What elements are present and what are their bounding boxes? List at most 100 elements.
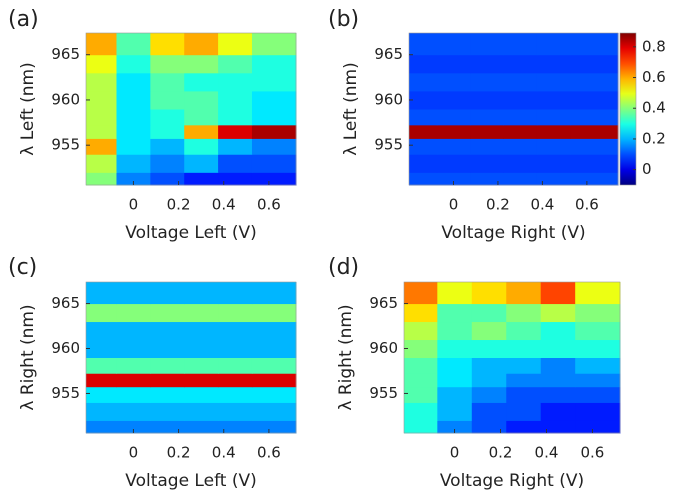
heatmap-cell [218,124,253,139]
heatmap-cell [150,339,185,358]
heatmap-cell [86,282,117,305]
heatmap-cell [536,109,571,126]
x-tick-label: 0.6 [257,196,281,214]
heatmap-cell [540,420,576,434]
heatmap-cell [150,124,185,139]
y-axis-label: λ Right (nm) [336,304,356,410]
heatmap-cell [251,90,297,110]
heatmap-cell [251,321,297,341]
heatmap-cell [184,54,219,74]
heatmap-cell [404,420,438,434]
heatmap-cell [470,109,504,126]
heatmap-cell [86,172,117,186]
y-tick-label: 965 [51,294,80,312]
heatmap-cell [575,357,621,374]
heatmap-cell [570,33,619,56]
heatmap-cell [116,138,151,155]
heatmap-cell [150,154,185,173]
heatmap-cell [251,172,297,186]
heatmap-cell [575,373,621,388]
heatmap-cell [503,138,538,155]
x-axis-label: Voltage Left (V) [125,471,256,491]
heatmap-cell [470,90,504,110]
heatmap-cell [251,282,297,305]
heatmap-cell [150,420,185,434]
heatmap-cell [503,33,538,56]
heatmap-cell [150,109,185,126]
heatmap-cell [506,303,542,323]
x-tick-label: 0 [449,196,459,214]
heatmap-cell [150,72,185,92]
heatmap-cell [540,303,576,323]
heatmap-cell [540,386,576,403]
heatmap-cell [506,386,542,403]
heatmap-cell [437,357,473,374]
heatmap-cell [436,172,471,186]
y-axis-label: λ Left (nm) [341,62,361,155]
colorbar [619,32,637,186]
heatmap-cell [184,72,219,92]
x-axis-label: Voltage Right (V) [441,223,585,243]
heatmap-cell [506,339,542,358]
heatmap-cell [437,386,473,403]
heatmap-cell [409,172,438,186]
heatmap-cell [471,321,507,341]
heatmap-cell [184,357,219,374]
heatmap-cell [184,402,219,421]
heatmap-cell [116,282,151,305]
heatmap-cell [86,138,117,155]
heatmap-cell [86,72,117,92]
x-tick-label: 0 [129,196,139,214]
heatmap-cell [570,109,619,126]
heatmap-cell [150,33,185,56]
heatmap-cell [184,154,219,173]
heatmap-cell [506,357,542,374]
heatmap-cell [506,373,542,388]
heatmap-cell [471,303,507,323]
heatmap-cell [503,72,538,92]
x-tick-label: 0.4 [530,196,554,214]
heatmap-cell [436,54,471,74]
heatmap-cell [116,321,151,341]
heatmap-cell [570,124,619,139]
heatmap-cell [251,109,297,126]
x-tick-label: 0.6 [580,444,604,462]
heatmap-cell [86,54,117,74]
heatmap-cell [575,420,621,434]
heatmap-cell [251,373,297,388]
heatmap-cell [251,138,297,155]
heatmap-cell [218,138,253,155]
heatmap-cell [437,339,473,358]
heatmap-cell [575,339,621,358]
y-axis-label: λ Right (nm) [18,304,38,410]
heatmap-cell [184,109,219,126]
heatmap-cell [470,138,504,155]
heatmap-cell [470,124,504,139]
heatmap-cell [437,282,473,305]
colorbar-tick-label: 0.6 [642,68,666,86]
heatmap-cell [218,33,253,56]
heatmap-cell [536,33,571,56]
heatmap-cell [251,303,297,323]
heatmap-cell [218,282,253,305]
heatmap-cell [116,109,151,126]
heatmap-cell [116,72,151,92]
heatmap-cell [404,303,438,323]
heatmap-cell [536,54,571,74]
heatmap-cell [436,33,471,56]
heatmap-cell [570,90,619,110]
heatmap-cell [503,124,538,139]
heatmap-cell [409,109,438,126]
heatmap-cell [218,54,253,74]
heatmap-cell [184,33,219,56]
y-axis-label: λ Left (nm) [18,62,38,155]
heatmap-cell [116,124,151,139]
heatmap-cell [251,154,297,173]
heatmap-cell [437,373,473,388]
y-tick-label: 965 [369,294,398,312]
heatmap-cell [116,54,151,74]
heatmap-cell [150,402,185,421]
y-tick-label: 960 [51,90,80,108]
heatmap-cell [218,303,253,323]
heatmap-cell [218,386,253,403]
